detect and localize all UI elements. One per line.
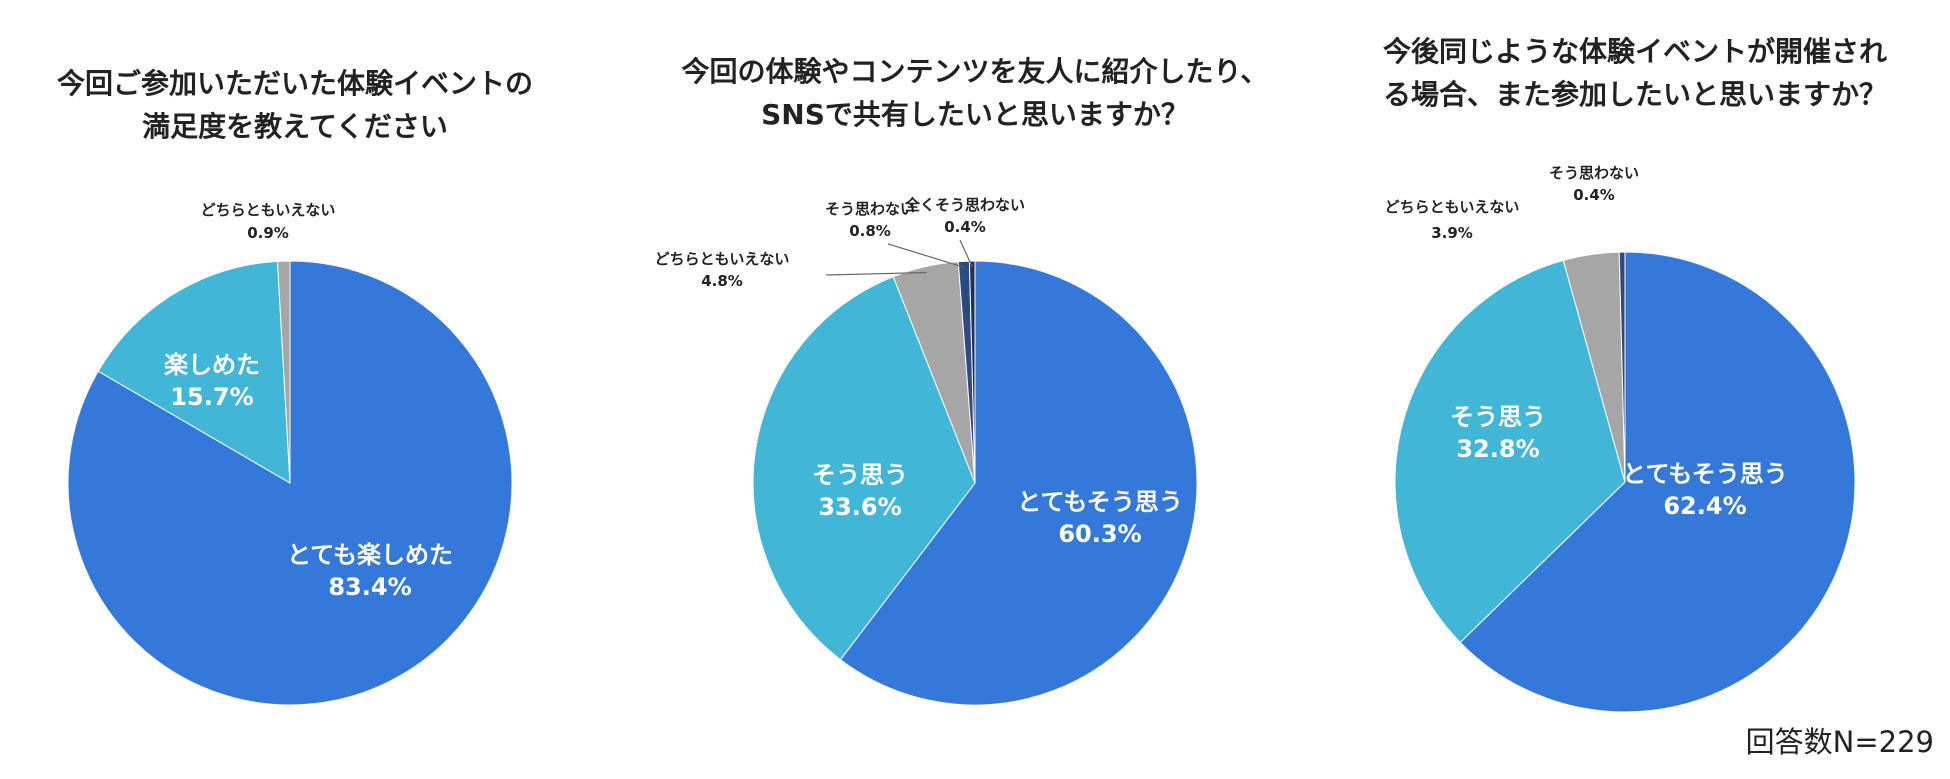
slice-label: とてもそう思う: [1622, 460, 1788, 488]
chart-title-line-1: 今回ご参加いただいた体験イベントの: [56, 67, 533, 100]
pie-chart-revisit: とてもそう思う 62.4% そう思う 32.8% どちらともいえない 3.9% そう思わない…: [1385, 164, 1856, 713]
slice-value-label: 83.4%: [328, 573, 411, 601]
slice-label: そう思う: [1450, 403, 1546, 431]
chart-title-line-2: る場合、また参加したいと思いますか？: [1382, 78, 1887, 111]
leader-line: [959, 239, 973, 268]
chart-title-line-2: 満足度を教えてください: [142, 110, 448, 143]
slice-value-label: 32.8%: [1456, 435, 1539, 463]
slice-value-label: 3.9%: [1431, 224, 1473, 242]
pie-slice: [1618, 251, 1626, 483]
slice-value-label: 0.4%: [944, 218, 986, 236]
chart-title: 今回ご参加いただいた体験イベントの 満足度を教えてください: [0, 62, 590, 148]
slice-label: どちらともいえない: [655, 250, 790, 268]
slice-label: そう思わない: [825, 200, 915, 218]
leader-line: [887, 243, 965, 268]
pie-slice: [276, 260, 291, 484]
chart-title-line-1: 今後同じような体験イベントが開催され: [1382, 35, 1887, 68]
slice-value-label: 62.4%: [1663, 492, 1746, 520]
slice-label: そう思う: [812, 461, 908, 489]
respondent-count: 回答数N=229: [1745, 725, 1934, 759]
pie-slice: [97, 260, 291, 484]
slice-value-label: 0.4%: [1573, 186, 1615, 204]
slice-label: そう思わない: [1549, 164, 1639, 182]
pie-chart-satisfaction: とても楽しめた 83.4% 楽しめた 15.7% どちらともいえない 0.9%: [67, 201, 513, 706]
chart-panel-share: 今回の体験やコンテンツを友人に紹介したり、 SNSで共有したいと思いますか？ と…: [630, 0, 1320, 779]
chart-panel-satisfaction: 今回ご参加いただいた体験イベントの 満足度を教えてください とても楽しめた 83.…: [0, 0, 590, 779]
pie-slice: [752, 275, 976, 661]
slice-label: 楽しめた: [164, 351, 260, 379]
slice-label: とても楽しめた: [287, 541, 453, 569]
slice-label: 全くそう思わない: [904, 196, 1025, 214]
pie-chart-share: とてもそう思う 60.3% そう思う 33.6% どちらともいえない 4.8% そう思わない…: [655, 196, 1198, 706]
slice-value-label: 4.8%: [701, 272, 743, 290]
slice-value-label: 15.7%: [170, 383, 253, 411]
slice-label: どちらともいえない: [1385, 198, 1520, 216]
slice-value-label: 0.9%: [247, 224, 289, 242]
chart-title: 今回の体験やコンテンツを友人に紹介したり、 SNSで共有したいと思いますか？: [630, 50, 1320, 136]
slice-value-label: 60.3%: [1058, 520, 1141, 548]
chart-title-line-2: SNSで共有したいと思いますか？: [761, 98, 1189, 131]
chart-panel-revisit: 今後同じような体験イベントが開催され る場合、また参加したいと思いますか？ とて…: [1320, 0, 1950, 779]
slice-label: どちらともいえない: [201, 201, 336, 219]
pie-slice: [1394, 259, 1626, 644]
pie-slice: [839, 260, 1198, 706]
pie-slice: [1459, 251, 1856, 713]
slice-value-label: 33.6%: [818, 493, 901, 521]
chart-title-line-1: 今回の体験やコンテンツを友人に紹介したり、: [681, 55, 1269, 88]
slice-label: とてもそう思う: [1017, 488, 1183, 516]
chart-title: 今後同じような体験イベントが開催され る場合、また参加したいと思いますか？: [1320, 30, 1950, 116]
leader-line: [825, 271, 927, 276]
slice-value-label: 0.8%: [849, 222, 891, 240]
